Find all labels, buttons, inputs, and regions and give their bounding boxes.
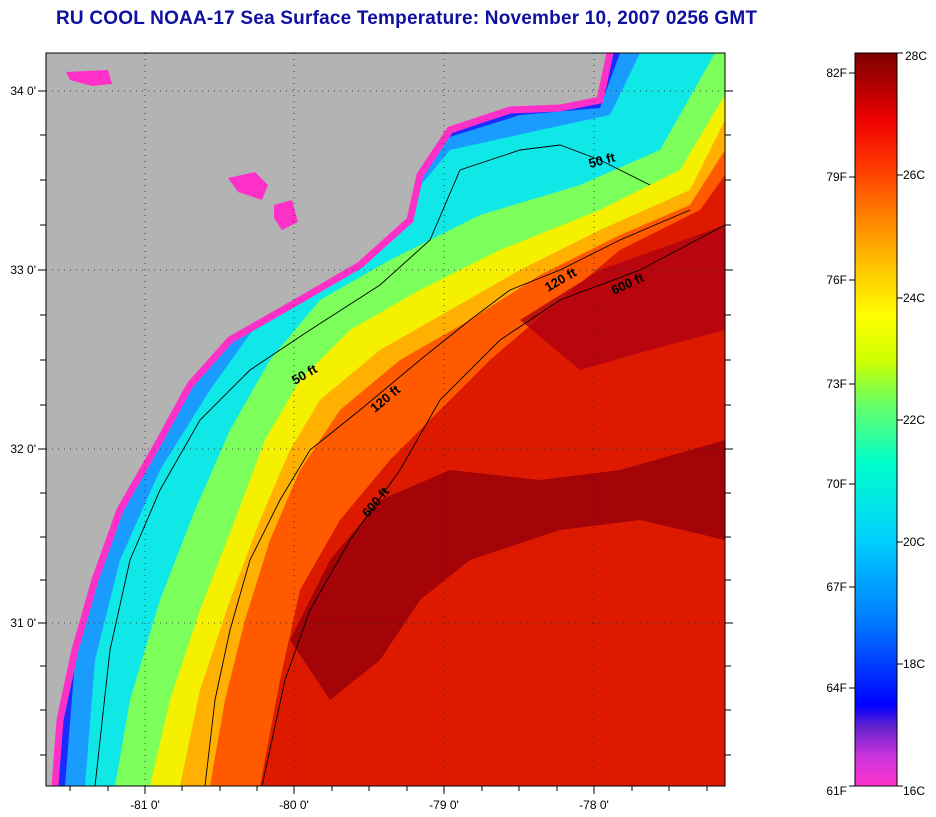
colorbar-f-label: 67F <box>826 580 847 594</box>
colorbar-f-label: 76F <box>826 273 847 287</box>
colorbar-f-label: 64F <box>826 681 847 695</box>
chart-title: RU COOL NOAA-17 Sea Surface Temperature:… <box>56 8 758 29</box>
inland-lake-1 <box>228 172 268 200</box>
colorbar-c-label: 28C <box>905 49 927 63</box>
lat-label: 33 0' <box>10 263 36 277</box>
colorbar-f-label: 79F <box>826 170 847 184</box>
colorbar-ticks <box>849 52 903 787</box>
lon-label: -81 0' <box>130 798 160 812</box>
map-frame <box>45 52 726 787</box>
northeast-warm-core <box>520 225 725 370</box>
colorbar-f-label: 82F <box>826 66 847 80</box>
lon-label: -79 0' <box>429 798 459 812</box>
colorbar <box>854 52 898 787</box>
colorbar-c-label: 18C <box>903 657 925 671</box>
graticule <box>46 53 725 786</box>
colorbar-c-label: 22C <box>903 413 925 427</box>
colorbar-f-label: 61F <box>826 784 847 798</box>
lon-label: -78 0' <box>579 798 609 812</box>
inland-lake-2 <box>274 200 298 230</box>
colorbar-f-label: 73F <box>826 377 847 391</box>
lat-label: 32 0' <box>10 442 36 456</box>
axis-ticks <box>38 90 733 794</box>
gulf-stream-core <box>290 440 725 700</box>
colorbar-c-label: 26C <box>903 168 925 182</box>
colorbar-c-label: 16C <box>903 784 925 798</box>
contour-50ft <box>94 144 651 786</box>
colorbar-c-label: 24C <box>903 291 925 305</box>
coastal-pink-fringe <box>51 53 614 786</box>
lat-label: 31 0' <box>10 616 36 630</box>
inland-lake-3 <box>66 70 112 86</box>
contour-120ft <box>204 209 691 786</box>
contour-600ft <box>261 224 725 786</box>
lat-label: 34 0' <box>10 84 36 98</box>
colorbar-f-label: 70F <box>826 477 847 491</box>
colorbar-c-label: 20C <box>903 535 925 549</box>
contour-label-50ft: 50 ft <box>587 149 617 171</box>
lon-label: -80 0' <box>279 798 309 812</box>
land-mass <box>46 53 610 786</box>
